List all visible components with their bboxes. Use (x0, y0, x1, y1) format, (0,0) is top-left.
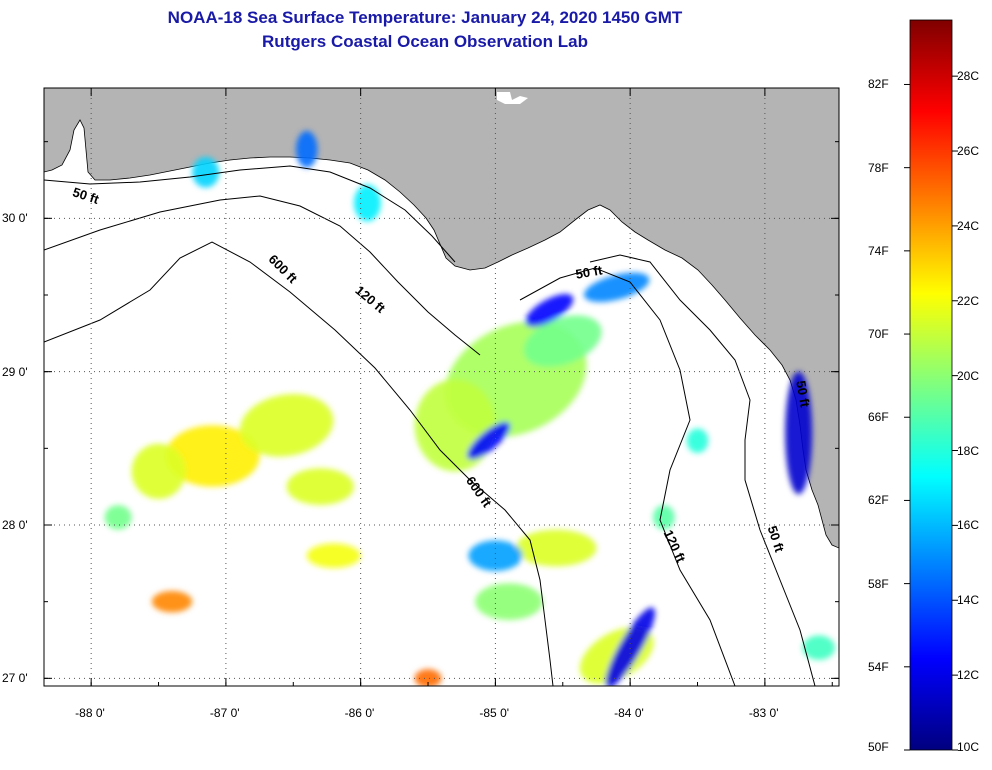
sst-layer (104, 130, 835, 686)
sst-patch (785, 371, 813, 495)
sst-patch (104, 505, 132, 530)
colorbar-c-label: 28C (957, 69, 980, 84)
lat-tick-label: 30 0' (2, 211, 28, 226)
colorbar-c-label: 12C (957, 668, 980, 683)
lon-tick-label: -85 0' (479, 706, 510, 720)
sst-patch (295, 130, 318, 168)
colorbar-c-label: 22C (957, 293, 980, 308)
sst-patch (653, 505, 675, 530)
contour-120ft-east (519, 267, 736, 686)
colorbar-f-label: 70F (868, 327, 889, 342)
depth-contours (44, 165, 816, 686)
island-marker (497, 92, 528, 104)
contour-label: 50 ft (574, 262, 604, 282)
sst-patch (686, 428, 709, 453)
lon-tick-label: -84 0' (614, 706, 644, 720)
colorbar-f-label: 54F (868, 659, 889, 674)
sst-patch (306, 543, 361, 568)
sst-patch (165, 425, 260, 487)
colorbar-c-label: 14C (957, 593, 980, 608)
sst-patch (131, 443, 186, 499)
contour-label: 50 ft (793, 379, 813, 409)
colorbar (909, 19, 953, 751)
sst-patch (523, 315, 602, 367)
sst-patch (515, 529, 597, 567)
lon-tick-label: -88 0' (75, 706, 105, 720)
contour-600ft (44, 241, 554, 686)
sst-patch (583, 272, 650, 303)
lat-tick-label: 27 0' (2, 671, 28, 686)
sst-patch (525, 293, 574, 327)
colorbar-ticks (904, 75, 958, 751)
colorbar-c-label: 24C (957, 218, 980, 233)
axis-ticks (44, 88, 839, 686)
colorbar-c-label: 16C (957, 518, 980, 533)
sst-patch (468, 540, 523, 572)
sst-patch (467, 421, 511, 460)
sst-patch (475, 583, 543, 621)
colorbar-f-label: 62F (868, 493, 889, 508)
lon-tick-label: -83 0' (748, 706, 779, 720)
sst-patch (802, 635, 835, 660)
sst-patch (605, 607, 655, 686)
sst-patch (286, 468, 354, 506)
sst-patch (151, 590, 193, 613)
map-subtitle: Rutgers Coastal Ocean Observation Lab (262, 32, 588, 51)
sst-patch (414, 669, 442, 686)
colorbar-f-label: 78F (868, 160, 889, 175)
colorbar-f-label: 58F (868, 576, 889, 591)
lat-tick-label: 28 0' (2, 518, 28, 532)
map-frame (43, 87, 840, 687)
colorbar-f-label: 50F (868, 740, 889, 754)
sst-patch (192, 157, 220, 188)
colorbar-c-label: 26C (957, 144, 980, 159)
sst-patch (353, 184, 381, 222)
contour-120ft (44, 195, 481, 356)
lon-tick-label: -86 0' (344, 706, 375, 720)
map-title: NOAA-18 Sea Surface Temperature: January… (167, 8, 683, 27)
colorbar-c-label: 10C (957, 740, 980, 754)
contour-50ft-east (589, 254, 816, 686)
colorbar-c-label: 18C (957, 443, 980, 458)
lon-tick-label: -87 0' (209, 706, 240, 720)
sst-patch (414, 379, 496, 472)
colorbar-f-label: 82F (868, 77, 889, 92)
colorbar-c-label: 20C (957, 368, 980, 383)
colorbar-f-label: 66F (868, 410, 889, 425)
colorbar-f-label: 74F (868, 243, 889, 258)
lat-tick-label: 29 0' (2, 364, 28, 379)
sst-patch (239, 394, 334, 457)
